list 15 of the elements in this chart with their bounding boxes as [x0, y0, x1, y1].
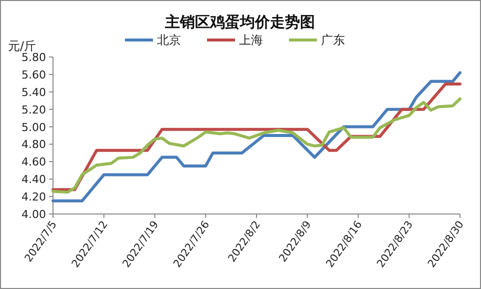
y-tick-label: 4.60: [22, 156, 46, 169]
y-tick-label: 5.40: [22, 86, 46, 99]
y-tick-label: 4.00: [22, 208, 46, 221]
y-axis-title: 元/斤: [8, 39, 36, 53]
y-tick-label: 5.60: [22, 68, 46, 82]
chart-title: 主销区鸡蛋均价走势图: [164, 13, 315, 31]
y-tick-label: 4.20: [22, 190, 46, 204]
y-tick-label: 5.20: [22, 103, 46, 116]
y-tick-label: 4.80: [22, 138, 46, 152]
legend-label: 北京: [157, 33, 181, 47]
legend-label: 广东: [321, 33, 345, 47]
legend-label: 上海: [239, 33, 263, 47]
y-tick-label: 4.40: [22, 173, 46, 186]
y-tick-label: 5.00: [22, 120, 46, 134]
y-tick-label: 5.80: [22, 51, 46, 64]
